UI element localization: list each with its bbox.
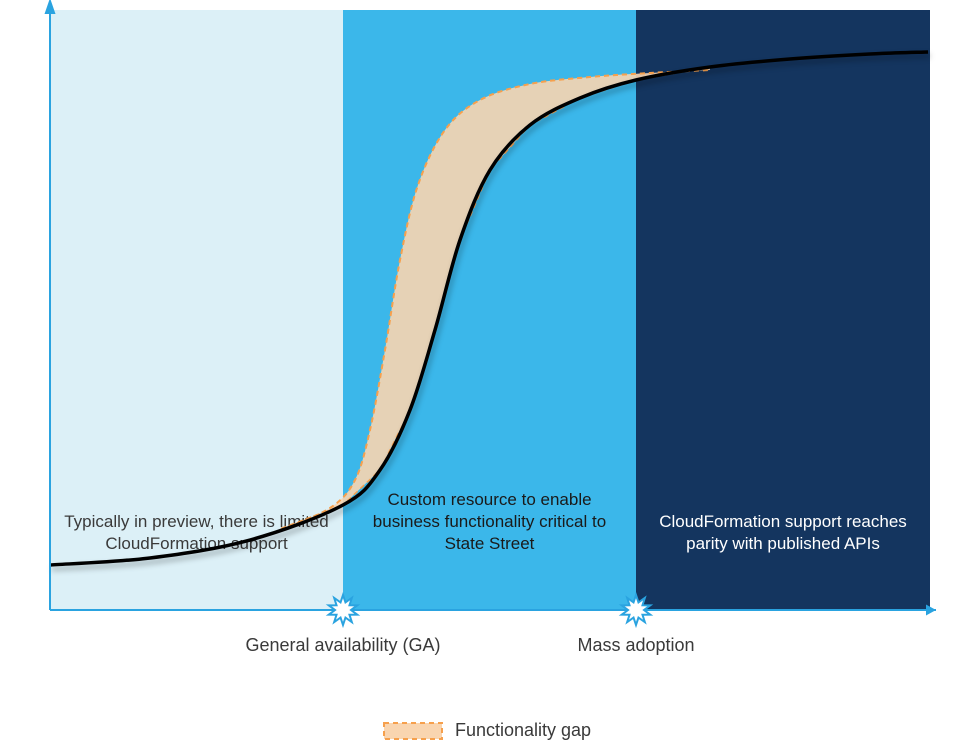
- x-marker-label-mass: Mass adoption: [536, 634, 736, 657]
- legend-swatch: [383, 722, 443, 740]
- legend-text: Functionality gap: [455, 720, 591, 741]
- x-marker-label-ga: General availability (GA): [233, 634, 453, 657]
- axes: [45, 0, 937, 616]
- gap-fill-area: [280, 67, 710, 530]
- adoption-curve-chart: Typically in preview, there is limited C…: [40, 10, 940, 630]
- legend: Functionality gap: [0, 720, 974, 741]
- svg-layer: [40, 0, 940, 640]
- plot-area: Typically in preview, there is limited C…: [50, 10, 930, 610]
